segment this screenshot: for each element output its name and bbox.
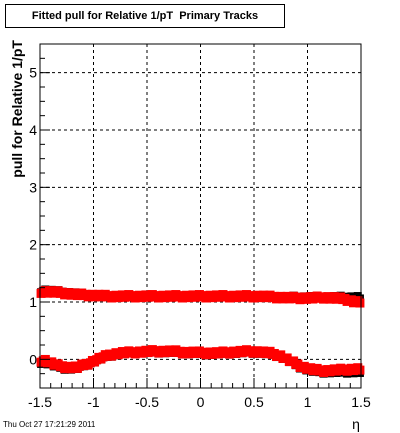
plot-frame <box>39 43 362 389</box>
y-axis-title: pull for Relative 1/pT <box>9 40 25 178</box>
axis-ticks <box>39 43 362 389</box>
x-tick-label: -1.5 <box>28 394 52 410</box>
grid-lines <box>40 44 361 388</box>
timestamp: Thu Oct 27 17:21:29 2011 <box>3 420 96 429</box>
y-tick-label: 3 <box>29 179 37 195</box>
y-tick-label: 5 <box>29 65 37 81</box>
x-tick-label: 0 <box>197 394 205 410</box>
y-tick-label: 1 <box>29 294 37 310</box>
series-1 <box>36 286 365 308</box>
x-tick-label: -1 <box>87 394 100 410</box>
x-axis-title: η <box>352 416 360 432</box>
series-3 <box>36 345 365 378</box>
x-tick-label: 0.5 <box>244 394 264 410</box>
x-tick-label: -0.5 <box>135 394 159 410</box>
data-point <box>355 365 365 375</box>
tick-labels: -1.5 -1 -0.5 0 0.5 1 1.5 0 1 2 3 4 5 <box>28 65 371 410</box>
chart-title: Fitted pull for Relative 1/pT Primary Tr… <box>5 4 285 28</box>
y-tick-label: 0 <box>29 351 37 367</box>
y-tick-label: 4 <box>29 122 37 138</box>
data-point <box>355 298 365 308</box>
y-tick-label: 2 <box>29 237 37 253</box>
data-series <box>36 285 365 378</box>
x-tick-label: 1.5 <box>351 394 371 410</box>
x-tick-label: 1 <box>304 394 312 410</box>
